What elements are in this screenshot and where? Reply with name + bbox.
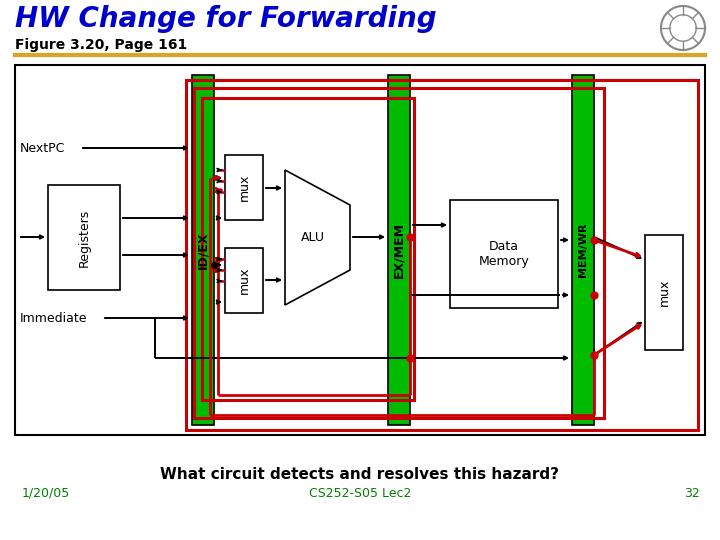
Bar [572, 75, 594, 425]
Text: Registers: Registers [78, 208, 91, 267]
Bar [388, 75, 410, 425]
Bar [194, 88, 604, 418]
Text: NextPC: NextPC [20, 141, 66, 154]
Bar [15, 65, 705, 435]
Bar [450, 200, 558, 308]
Polygon shape [285, 170, 350, 305]
Text: ID/EX: ID/EX [197, 231, 210, 269]
Text: MEM/WR: MEM/WR [578, 222, 588, 277]
Bar [645, 235, 683, 350]
Text: mux: mux [238, 267, 251, 294]
Text: mux: mux [238, 174, 251, 201]
Bar [225, 248, 263, 313]
Text: Immediate: Immediate [20, 312, 88, 325]
Bar [192, 75, 214, 425]
Text: ALU: ALU [300, 231, 325, 244]
Bar [225, 155, 263, 220]
Text: 1/20/05: 1/20/05 [22, 487, 71, 500]
Text: EX/MEM: EX/MEM [392, 222, 405, 278]
Text: CS252-S05 Lec2: CS252-S05 Lec2 [309, 487, 411, 500]
Bar [202, 98, 414, 400]
Text: mux: mux [657, 279, 670, 306]
Text: Figure 3.20, Page 161: Figure 3.20, Page 161 [15, 38, 187, 52]
Text: 32: 32 [684, 487, 700, 500]
Text: HW Change for Forwarding: HW Change for Forwarding [15, 5, 436, 33]
Bar [48, 185, 120, 290]
Text: Data
Memory: Data Memory [479, 240, 529, 268]
Text: What circuit detects and resolves this hazard?: What circuit detects and resolves this h… [161, 467, 559, 482]
Bar [186, 80, 698, 430]
